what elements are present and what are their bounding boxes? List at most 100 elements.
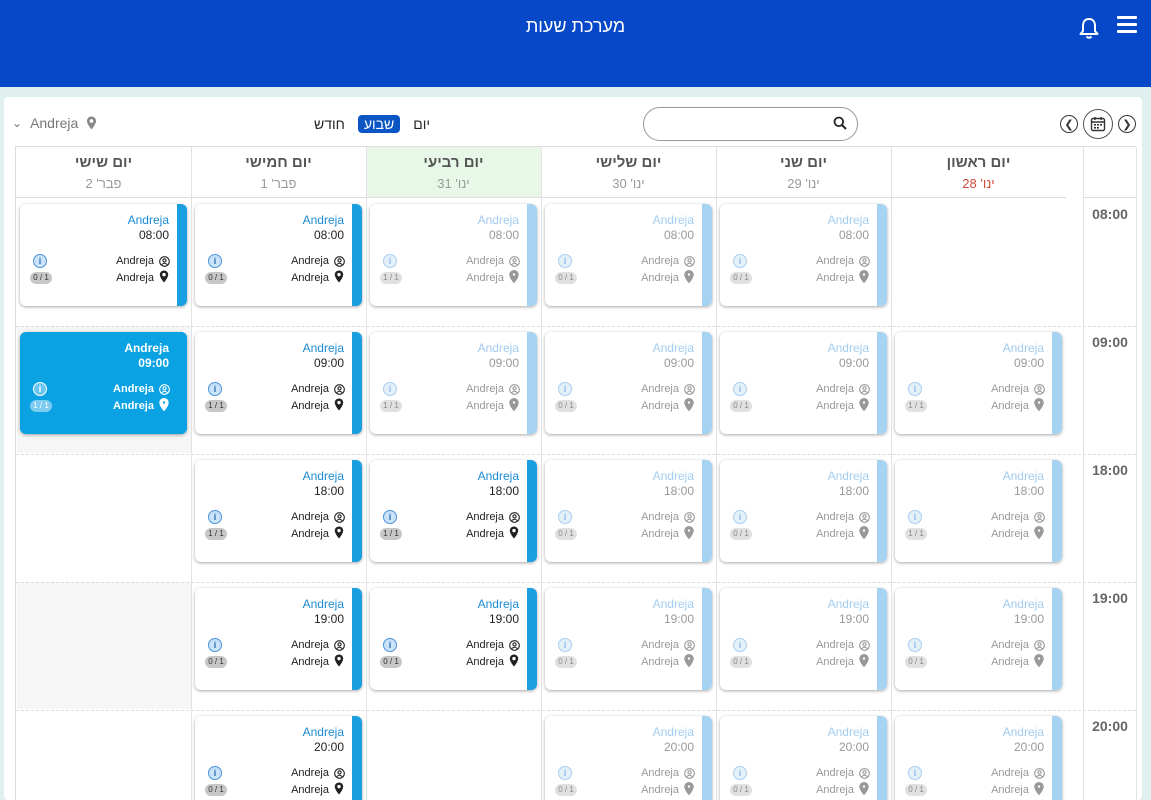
- event-card[interactable]: Andreja 18:00 Andreja Andreja i 1 / 1: [370, 460, 537, 562]
- event-location: Andreja: [466, 272, 504, 284]
- event-title: Andreja: [477, 469, 519, 483]
- info-icon[interactable]: i: [208, 638, 222, 652]
- user-icon: [859, 382, 870, 395]
- event-card[interactable]: Andreja 08:00 Andreja Andreja i 1 / 1: [370, 204, 537, 306]
- event-location: Andreja: [641, 400, 679, 412]
- info-icon[interactable]: i: [383, 382, 397, 396]
- info-icon[interactable]: i: [733, 638, 747, 652]
- info-icon[interactable]: i: [33, 254, 47, 268]
- view-month-button[interactable]: חודש: [314, 116, 345, 132]
- event-location: Andreja: [991, 400, 1029, 412]
- event-location: Andreja: [991, 784, 1029, 796]
- event-card[interactable]: Andreja 19:00 Andreja Andreja i 0 / 1: [195, 588, 362, 690]
- user-icon: [684, 638, 695, 651]
- info-icon[interactable]: i: [558, 510, 572, 524]
- participants-count-badge: 1 / 1: [30, 400, 52, 412]
- event-instructor: Andreja: [816, 639, 854, 651]
- info-icon[interactable]: i: [733, 766, 747, 780]
- participants-count-badge: 0 / 1: [205, 784, 227, 796]
- info-icon[interactable]: i: [908, 510, 922, 524]
- search-input[interactable]: [656, 114, 826, 134]
- user-icon: [1034, 510, 1045, 523]
- event-card[interactable]: Andreja 09:00 Andreja Andreja i 1 / 1: [195, 332, 362, 434]
- event-card[interactable]: Andreja 09:00 Andreja Andreja i 1 / 1: [20, 332, 187, 434]
- event-card[interactable]: Andreja 08:00 Andreja Andreja i 0 / 1: [20, 204, 187, 306]
- info-icon[interactable]: i: [733, 510, 747, 524]
- info-icon[interactable]: i: [908, 638, 922, 652]
- info-icon[interactable]: i: [558, 638, 572, 652]
- info-icon[interactable]: i: [33, 382, 47, 396]
- event-color-bar: [1052, 460, 1062, 562]
- info-icon[interactable]: i: [208, 510, 222, 524]
- event-card[interactable]: Andreja 18:00 Andreja Andreja i 0 / 1: [720, 460, 887, 562]
- event-instructor: Andreja: [291, 767, 329, 779]
- event-location: Andreja: [466, 400, 504, 412]
- participants-count-badge: 1 / 1: [205, 528, 227, 540]
- location-filter-dropdown[interactable]: ⌄ Andreja: [12, 115, 97, 131]
- info-icon[interactable]: i: [558, 382, 572, 396]
- event-instructor: Andreja: [291, 255, 329, 267]
- event-card[interactable]: Andreja 08:00 Andreja Andreja i 0 / 1: [545, 204, 712, 306]
- location-pin-icon: [1034, 397, 1044, 412]
- info-icon[interactable]: i: [208, 382, 222, 396]
- info-icon[interactable]: i: [383, 510, 397, 524]
- event-title: Andreja: [1002, 469, 1044, 483]
- event-card[interactable]: Andreja 08:00 Andreja Andreja i 0 / 1: [720, 204, 887, 306]
- bell-icon[interactable]: [1078, 16, 1100, 40]
- time-column-header: [1083, 147, 1137, 198]
- info-icon[interactable]: i: [733, 254, 747, 268]
- event-card[interactable]: Andreja 18:00 Andreja Andreja i 0 / 1: [545, 460, 712, 562]
- event-color-bar: [702, 716, 712, 800]
- info-icon[interactable]: i: [208, 766, 222, 780]
- view-day-button[interactable]: יום: [413, 116, 431, 132]
- location-pin-icon: [684, 781, 694, 796]
- row-divider: [16, 582, 1136, 583]
- info-icon[interactable]: i: [558, 766, 572, 780]
- event-time: 08:00: [663, 228, 694, 242]
- info-icon[interactable]: i: [558, 254, 572, 268]
- previous-week-button[interactable]: ❮: [1060, 115, 1078, 133]
- event-card[interactable]: Andreja 18:00 Andreja Andreja i 1 / 1: [895, 460, 1062, 562]
- event-card[interactable]: Andreja 18:00 Andreja Andreja i 1 / 1: [195, 460, 362, 562]
- info-icon[interactable]: i: [383, 254, 397, 268]
- event-card[interactable]: Andreja 20:00 Andreja Andreja i 0 / 1: [720, 716, 887, 800]
- location-pin-icon: [684, 269, 694, 284]
- participants-count-badge: 0 / 1: [555, 400, 577, 412]
- event-card[interactable]: Andreja 20:00 Andreja Andreja i 0 / 1: [545, 716, 712, 800]
- event-location: Andreja: [291, 656, 329, 668]
- event-card[interactable]: Andreja 09:00 Andreja Andreja i 1 / 1: [895, 332, 1062, 434]
- event-card[interactable]: Andreja 08:00 Andreja Andreja i 0 / 1: [195, 204, 362, 306]
- info-icon[interactable]: i: [908, 766, 922, 780]
- hamburger-menu-icon[interactable]: [1117, 16, 1137, 36]
- info-icon[interactable]: i: [733, 382, 747, 396]
- view-week-button[interactable]: שבוע: [357, 115, 401, 133]
- event-card[interactable]: Andreja 20:00 Andreja Andreja i 0 / 1: [895, 716, 1062, 800]
- day-date: ינו' 28: [962, 176, 995, 191]
- view-switcher: יום שבוע חודש: [311, 113, 433, 135]
- event-instructor: Andreja: [466, 383, 504, 395]
- event-title: Andreja: [652, 213, 694, 227]
- event-card[interactable]: Andreja 20:00 Andreja Andreja i 0 / 1: [195, 716, 362, 800]
- info-icon[interactable]: i: [908, 382, 922, 396]
- user-icon: [684, 382, 695, 395]
- location-pin-icon: [859, 269, 869, 284]
- event-card[interactable]: Andreja 09:00 Andreja Andreja i 0 / 1: [545, 332, 712, 434]
- info-icon[interactable]: i: [208, 254, 222, 268]
- event-title: Andreja: [124, 341, 169, 355]
- next-week-button[interactable]: ❯: [1118, 115, 1136, 133]
- event-card[interactable]: Andreja 19:00 Andreja Andreja i 0 / 1: [720, 588, 887, 690]
- event-instructor: Andreja: [816, 511, 854, 523]
- time-slot-label: 08:00: [1092, 206, 1128, 222]
- event-card[interactable]: Andreja 09:00 Andreja Andreja i 1 / 1: [370, 332, 537, 434]
- row-shade: [17, 582, 192, 709]
- calendar-picker-button[interactable]: [1083, 109, 1113, 139]
- event-title: Andreja: [1002, 341, 1044, 355]
- event-card[interactable]: Andreja 09:00 Andreja Andreja i 0 / 1: [720, 332, 887, 434]
- event-card[interactable]: Andreja 19:00 Andreja Andreja i 0 / 1: [370, 588, 537, 690]
- day-header: יום שני ינו' 29: [716, 147, 891, 198]
- info-icon[interactable]: i: [383, 638, 397, 652]
- search-icon[interactable]: [833, 116, 847, 130]
- event-card[interactable]: Andreja 19:00 Andreja Andreja i 0 / 1: [545, 588, 712, 690]
- event-card[interactable]: Andreja 19:00 Andreja Andreja i 0 / 1: [895, 588, 1062, 690]
- participants-count-badge: 1 / 1: [905, 400, 927, 412]
